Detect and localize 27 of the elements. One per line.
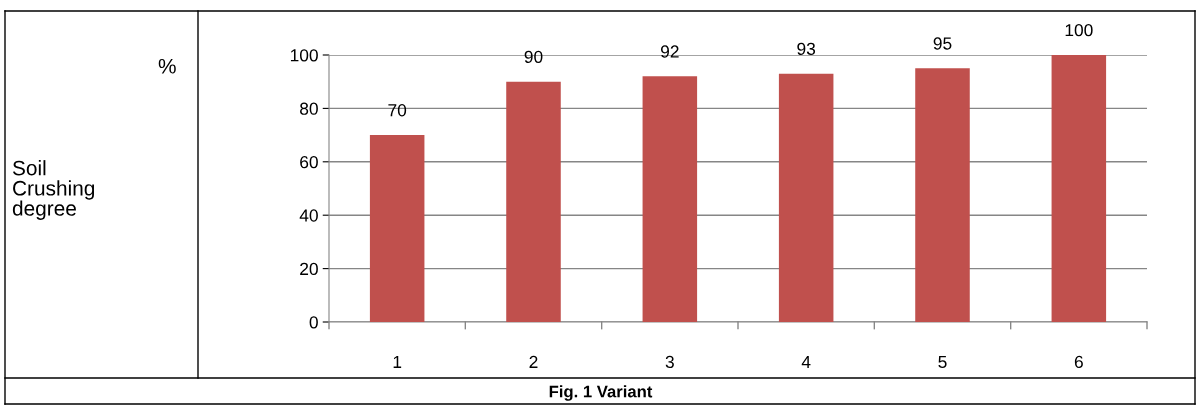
data-label: 95 (933, 37, 952, 50)
x-tick-label: 5 (938, 355, 947, 369)
x-tick-label: 3 (665, 355, 674, 369)
text: Fig. 1 Variant (549, 385, 653, 401)
x-tick-label: 1 (393, 355, 402, 368)
data-label: 90 (524, 50, 543, 63)
x-tick-label: 4 (801, 355, 811, 368)
y-tick-label: 40 (299, 209, 318, 222)
y-tick-label: 20 (300, 262, 318, 276)
y-tick-label: 100 (290, 49, 318, 62)
x-tick-label: 2 (529, 355, 538, 368)
text: Soil Crushing degree (12, 160, 95, 220)
bar (369, 135, 425, 322)
y-tick-label: 60 (300, 155, 318, 169)
data-label: 70 (388, 104, 407, 117)
bar (642, 76, 698, 322)
data-label: 92 (660, 45, 679, 58)
bar (778, 73, 834, 322)
bar (915, 68, 970, 322)
data-label: 93 (797, 42, 816, 55)
y-tick-label: 0 (309, 316, 318, 329)
y-tick-label: 80 (300, 102, 318, 115)
text: % (158, 58, 176, 74)
x-tick-label: 6 (1074, 355, 1083, 369)
data-label: 100 (1065, 24, 1093, 37)
bar (1051, 55, 1107, 322)
bar (506, 81, 561, 322)
